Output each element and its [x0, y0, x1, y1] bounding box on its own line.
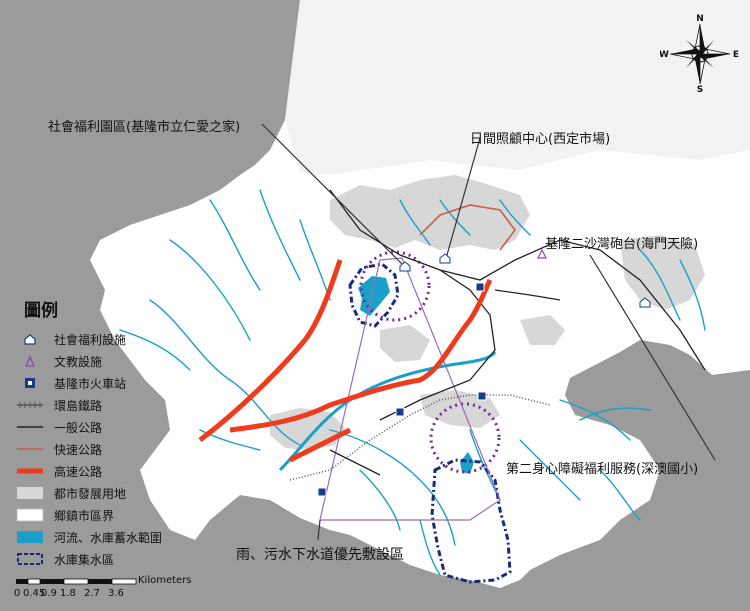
legend-item-label: 基隆市火車站: [54, 377, 127, 391]
culture-symbol: [537, 248, 547, 259]
legend-item: 高速公路: [14, 462, 204, 480]
scale-bar: Kilometers 0 0.45 0.9 1.8 2.7 3.6: [14, 574, 214, 604]
label-disability: 第二身心障礙福利服務(深澳國小): [506, 462, 699, 477]
legend-item-label: 高速公路: [54, 465, 103, 479]
legend-item-label: 文教設施: [54, 355, 103, 369]
legend-item: 鄉鎮市區界: [14, 506, 204, 524]
urban-land-fill-icon: [17, 487, 43, 499]
legend-item: 快速公路: [14, 440, 204, 458]
label-battery: 基隆二沙灣砲台(海門天險): [545, 237, 699, 252]
scale-tick: 1.8: [60, 588, 76, 599]
welfare-symbol-3: [639, 297, 651, 308]
welfare-symbol-1: [399, 261, 411, 272]
reservoir-north: [358, 276, 390, 316]
legend-item-label: 一般公路: [54, 421, 103, 435]
scale-tick: 3.6: [108, 588, 124, 599]
train-station-icon: [25, 378, 35, 388]
expressway: [419, 204, 516, 251]
legend-item-label: 河流、水庫蓄水範圍: [54, 531, 163, 545]
legend-title: 圖例: [24, 301, 58, 321]
sewer-priority-area: [319, 257, 501, 521]
train-station-symbol-1: [475, 282, 485, 292]
legend-item: 環島鐵路: [14, 396, 204, 414]
train-station-symbol-2: [395, 407, 405, 417]
expressway-line-icon: [17, 448, 43, 450]
scale-bar-graphic: [16, 578, 137, 585]
label-leaders: [261, 123, 716, 541]
freeway-south: [288, 427, 352, 463]
legend-item: 都市發展用地: [14, 484, 204, 502]
scale-tick: 2.7: [84, 588, 100, 599]
priority-circle-south: [429, 402, 501, 474]
railway-line-icon: [17, 402, 43, 408]
legend-item-label: 鄉鎮市區界: [54, 509, 115, 523]
label-sewer: 雨、污水下水道優先敷設區: [236, 547, 404, 563]
general-road-line-icon: [17, 426, 43, 428]
legend-item: 基隆市火車站: [14, 374, 204, 392]
main-river: [278, 350, 497, 472]
district-boundary-fill-icon: [16, 508, 44, 522]
culture-icon: [24, 355, 36, 367]
legend-item-label: 快速公路: [54, 443, 103, 457]
label-day-care: 日間照顧中心(西定市場): [470, 132, 611, 147]
water-fill-icon: [17, 531, 43, 543]
compass-n: N: [696, 14, 704, 24]
welfare-icon: [24, 334, 36, 345]
compass-w: W: [660, 50, 669, 60]
scale-tick: 0: [14, 588, 21, 599]
freeway-secondary: [229, 278, 493, 433]
catchment-north: [348, 262, 400, 328]
compass-rose-icon: N S E W: [660, 14, 739, 92]
train-station-symbol-3: [477, 391, 487, 401]
general-roads: [329, 189, 706, 476]
north-land: [285, 0, 750, 175]
legend-item-label: 環島鐵路: [54, 399, 103, 413]
label-welfare-park: 社會福利園區(基隆市立仁愛之家): [48, 120, 241, 135]
catchment-south: [430, 458, 512, 584]
welfare-symbol-2: [439, 253, 451, 264]
rivers: [119, 189, 706, 576]
freeway-line-icon: [17, 468, 43, 474]
scale-unit: Kilometers: [138, 575, 192, 586]
scale-tick: 0.45: [23, 588, 46, 599]
catchment-outline-icon: [17, 553, 43, 565]
legend-item-label: 都市發展用地: [54, 487, 127, 501]
legend-item-label: 水庫集水區: [54, 553, 115, 567]
legend-item: 河流、水庫蓄水範圍: [14, 528, 204, 546]
compass-e: E: [733, 50, 739, 60]
priority-circle-north: [359, 250, 431, 322]
reservoir-south: [460, 452, 474, 474]
legend-item-label: 社會福利設施: [54, 333, 127, 347]
freeway-main: [198, 259, 343, 442]
scale-tick: 0.9: [41, 588, 57, 599]
legend-item: 水庫集水區: [14, 550, 204, 568]
legend-item: 一般公路: [14, 418, 204, 436]
legend-item: 文教設施: [14, 352, 204, 370]
train-station-symbol-4: [317, 487, 327, 497]
compass-s: S: [697, 85, 703, 92]
legend-item: 社會福利設施: [14, 330, 204, 348]
